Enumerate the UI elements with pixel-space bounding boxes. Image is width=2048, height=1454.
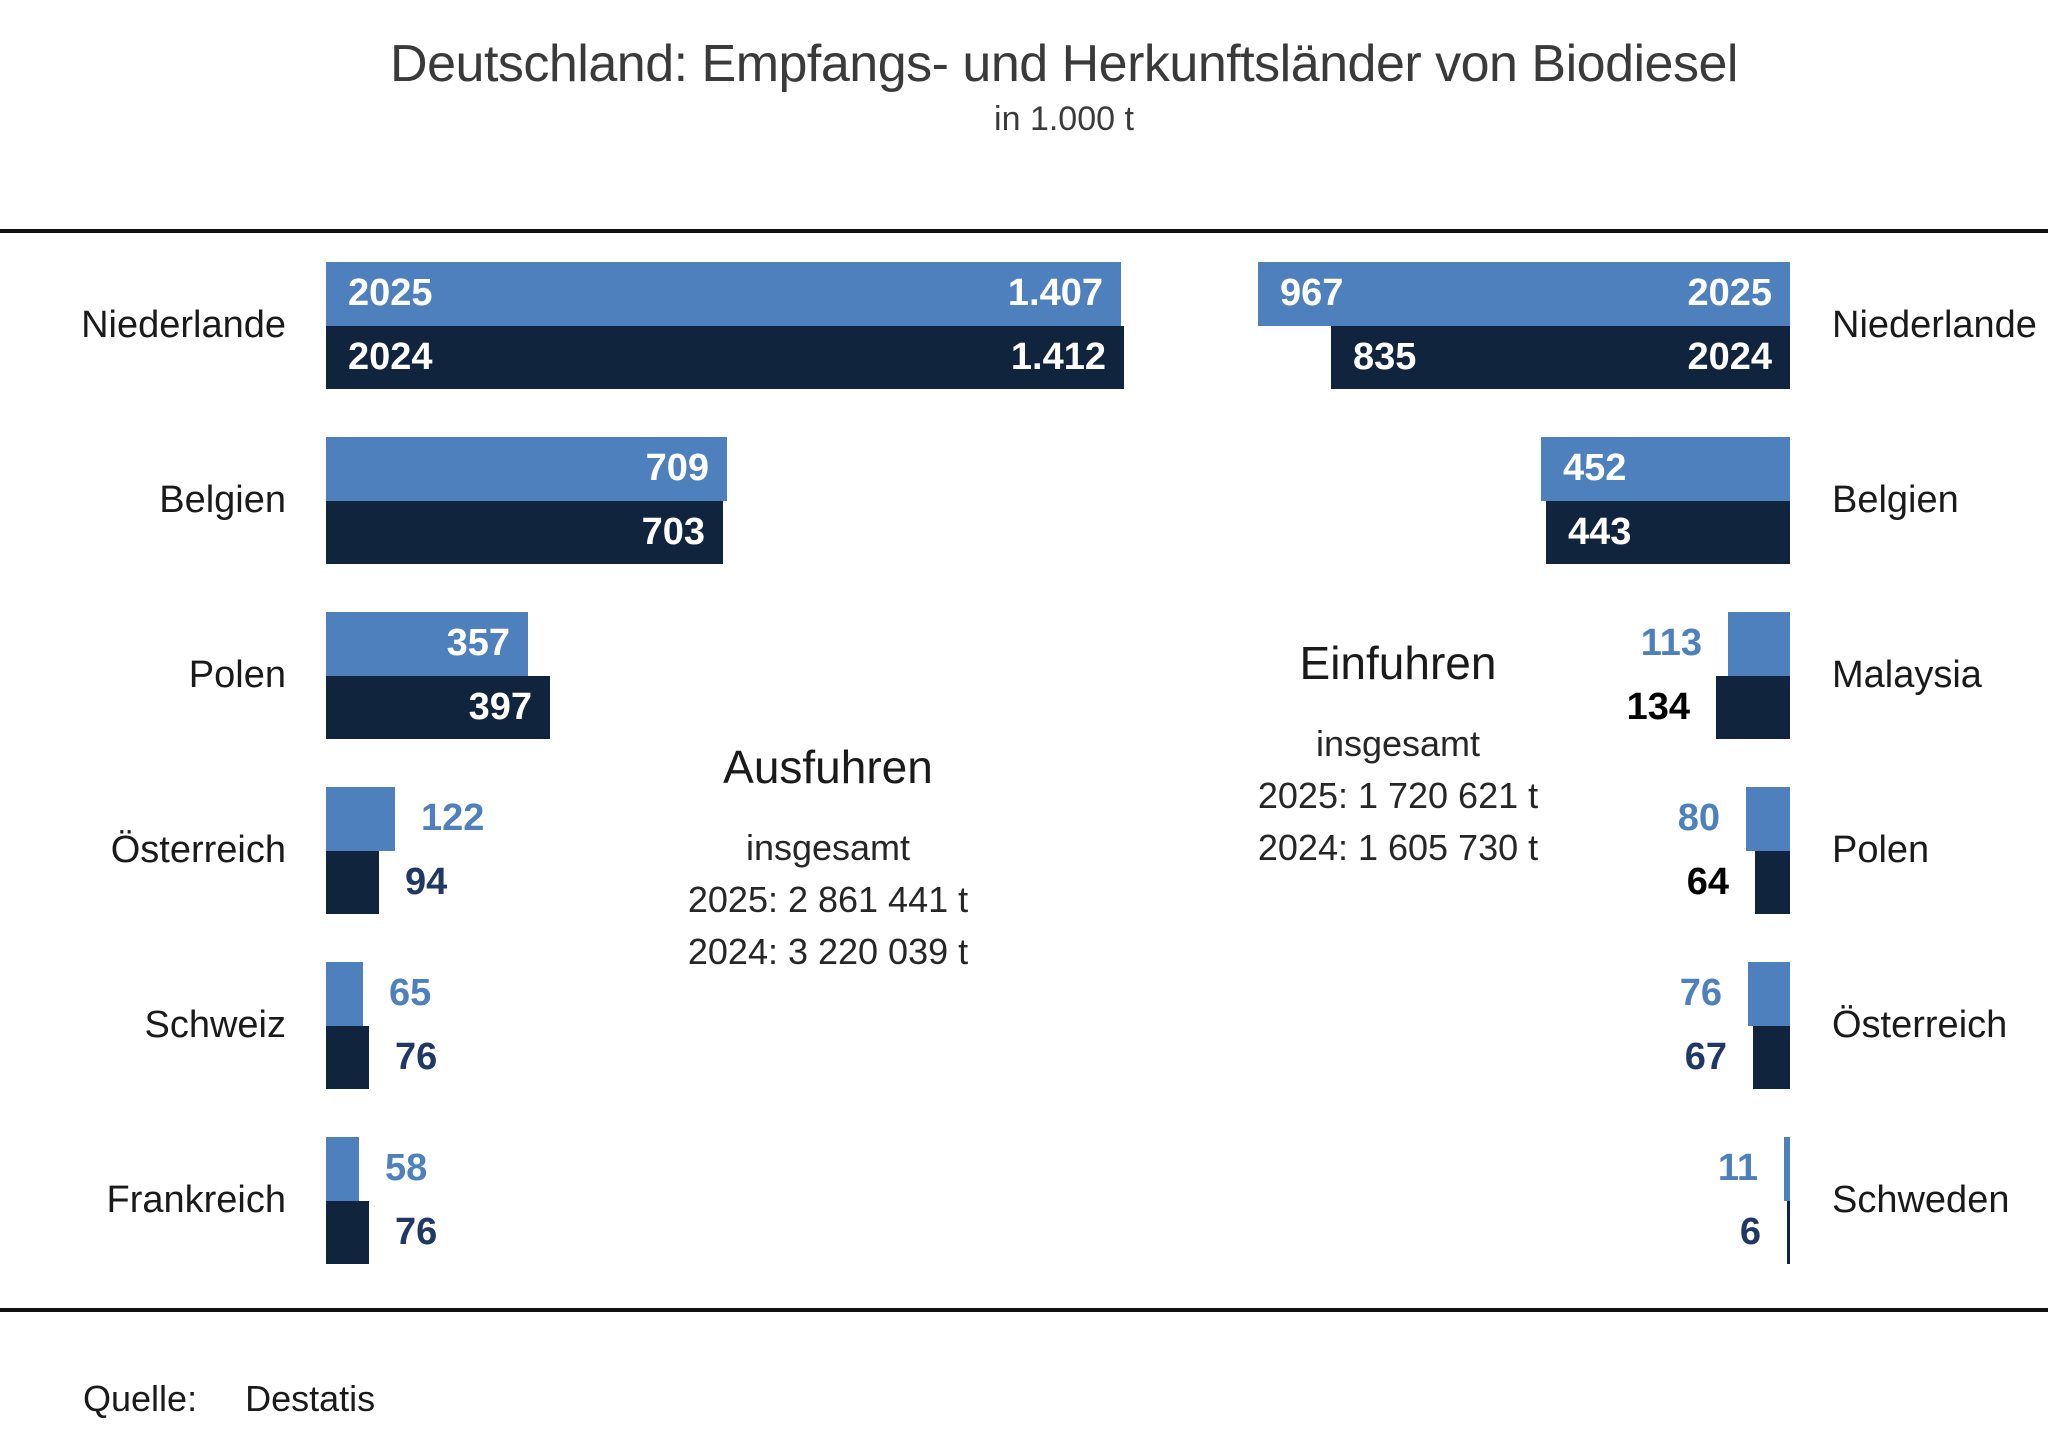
bar-value-label: 443: [1568, 510, 1632, 553]
category-label-belgien: Belgien: [159, 479, 286, 521]
source-label: Quelle:: [83, 1378, 198, 1419]
exports-summary-block: Ausfuhren insgesamt 2025: 2 861 441 t 20…: [508, 740, 1148, 978]
bar-2024-niederlande: 1.412 2024: [326, 325, 1124, 389]
bar-2024-belgien: 443: [1546, 500, 1790, 564]
bar-2025--sterreich: [1748, 962, 1790, 1026]
bar-value-label: 709: [645, 447, 709, 490]
exports-total-2024: 2024: 3 220 039 t: [687, 931, 969, 972]
category-label-niederlande: Niederlande: [81, 304, 286, 346]
bar-2025-niederlande: 967 2025: [1258, 262, 1790, 326]
bar-value-label: 967: [1280, 272, 1344, 315]
bar-2025--sterreich: [326, 787, 395, 851]
imports-total-2024: 2024: 1 605 730 t: [1257, 827, 1539, 868]
bar-value-label: 357: [446, 622, 510, 665]
bar-value-label: 835: [1353, 335, 1417, 378]
bar-value-label: 76: [395, 1035, 438, 1078]
bar-value-label: 58: [385, 1147, 428, 1190]
bar-value-label: 703: [641, 510, 705, 553]
bar-value-label: 134: [1626, 685, 1690, 728]
bar-2024-belgien: 703: [326, 500, 723, 564]
bar-2024--sterreich: [326, 850, 379, 914]
bar-2024-niederlande: 835 2024: [1331, 325, 1790, 389]
bar-2025-belgien: 709: [326, 437, 727, 501]
year-label-2024: 2024: [1687, 335, 1772, 378]
bar-value-label: 65: [389, 972, 432, 1015]
category-label-polen: Polen: [1832, 829, 1930, 871]
bar-2024-polen: 397: [326, 675, 550, 739]
bar-2025-frankreich: [326, 1137, 359, 1201]
category-label--sterreich: Österreich: [110, 829, 286, 871]
bar-value-label: 64: [1686, 860, 1729, 903]
bar-value-label: 94: [405, 860, 448, 903]
bar-2025-niederlande: 1.407 2025: [326, 262, 1121, 326]
bar-2025-polen: [1746, 787, 1790, 851]
bar-value-label: 113: [1640, 622, 1702, 665]
category-label-schweiz: Schweiz: [144, 1004, 287, 1046]
source-value: Destatis: [245, 1378, 376, 1419]
page-title: Deutschland: Empfangs- und Herkunftsländ…: [390, 35, 1738, 93]
exports-title: Ausfuhren: [723, 741, 933, 793]
category-label-niederlande: Niederlande: [1832, 304, 2037, 346]
category-label-polen: Polen: [188, 654, 286, 696]
exports-subtitle: insgesamt: [745, 827, 911, 868]
year-label-2024: 2024: [348, 335, 433, 378]
page-subtitle: in 1.000 t: [994, 100, 1134, 138]
bar-value-label: 67: [1684, 1035, 1727, 1078]
bar-value-label: 80: [1677, 797, 1720, 840]
category-label-malaysia: Malaysia: [1832, 654, 1982, 696]
bar-value-label: 452: [1563, 447, 1627, 490]
bar-2025-schweiz: [326, 962, 363, 1026]
bar-2024-polen: [1755, 850, 1790, 914]
bar-2024-schweiz: [326, 1025, 369, 1089]
year-label-2025: 2025: [348, 272, 433, 315]
bar-value-label: 6: [1739, 1210, 1761, 1253]
category-label-belgien: Belgien: [1832, 479, 1959, 521]
imports-summary-block: Einfuhren insgesamt 2025: 1 720 621 t 20…: [1078, 636, 1718, 874]
imports-total-2025: 2025: 1 720 621 t: [1257, 775, 1539, 816]
category-label-frankreich: Frankreich: [106, 1179, 287, 1221]
year-label-2025: 2025: [1687, 272, 1772, 315]
bar-2024-malaysia: [1716, 675, 1790, 739]
bar-2024-schweden: [1787, 1200, 1790, 1264]
category-label--sterreich: Österreich: [1832, 1004, 2008, 1046]
bar-2024--sterreich: [1753, 1025, 1790, 1089]
bottom-divider: [0, 1308, 2048, 1312]
bar-value-label: 1.412: [1010, 335, 1106, 378]
bar-2025-schweden: [1784, 1137, 1790, 1201]
bar-value-label: 122: [421, 797, 485, 840]
bar-value-label: 1.407: [1007, 272, 1103, 315]
bar-2024-frankreich: [326, 1200, 369, 1264]
category-label-schweden: Schweden: [1832, 1179, 2010, 1221]
bar-value-label: 76: [395, 1210, 438, 1253]
bar-value-label: 76: [1679, 972, 1722, 1015]
bar-2025-malaysia: [1728, 612, 1790, 676]
imports-subtitle: insgesamt: [1315, 723, 1481, 764]
bar-value-label: 11: [1717, 1147, 1758, 1190]
top-divider: [0, 229, 2048, 233]
imports-title: Einfuhren: [1299, 637, 1497, 689]
bar-value-label: 397: [468, 685, 532, 728]
bar-2025-polen: 357: [326, 612, 528, 676]
bar-2025-belgien: 452: [1541, 437, 1790, 501]
exports-total-2025: 2025: 2 861 441 t: [687, 879, 969, 920]
source-line: Quelle: Destatis: [83, 1378, 375, 1420]
